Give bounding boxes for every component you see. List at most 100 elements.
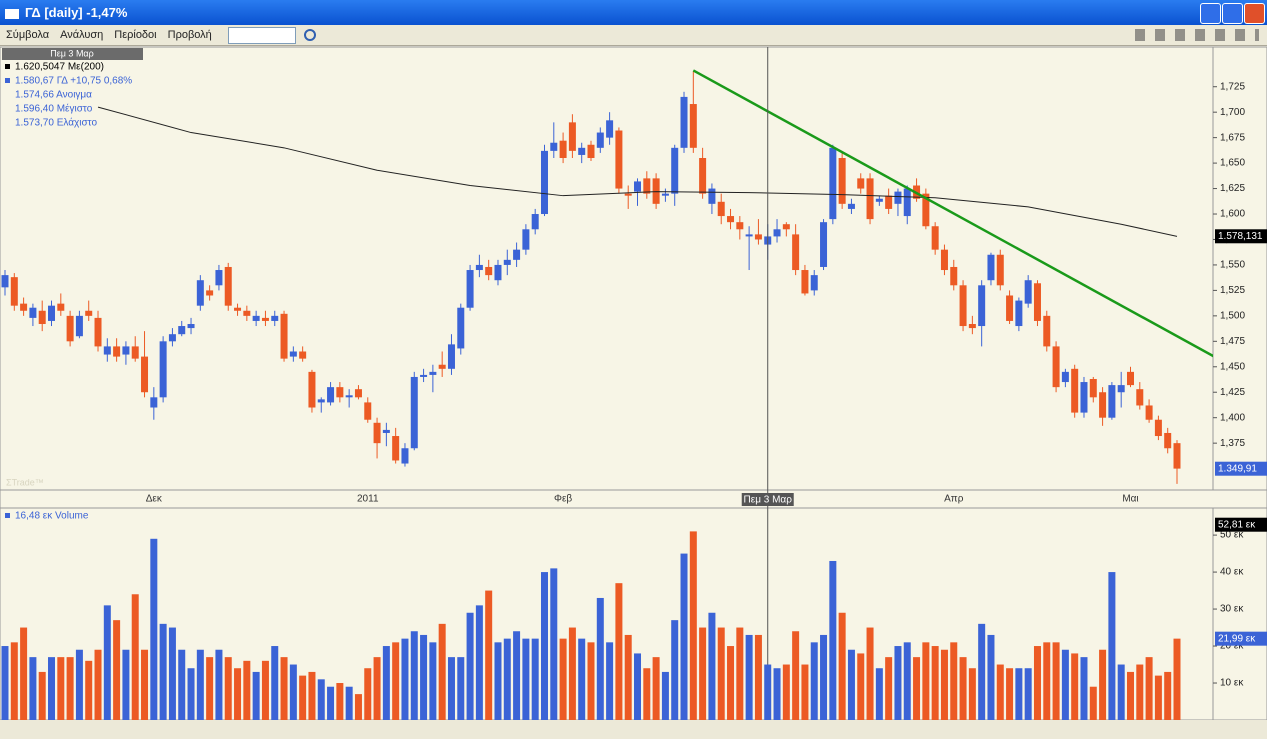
candle-body <box>773 229 781 237</box>
watermark: ΣTrade™ <box>6 477 44 487</box>
last-value-label: 1.578,131 <box>1218 231 1263 242</box>
volume-swatch <box>5 513 10 518</box>
volume-bar <box>1136 664 1144 720</box>
moving-average-line <box>97 106 1178 237</box>
candle-body <box>643 178 651 194</box>
volume-bar <box>1071 653 1079 720</box>
volume-bar <box>754 634 762 720</box>
volume-bar <box>596 597 604 720</box>
candle-body <box>150 397 158 408</box>
menu-bar: Σύμβολα Ανάλυση Περίοδοι Προβολή <box>0 25 1267 46</box>
volume-bar <box>522 638 530 720</box>
volume-bar <box>354 694 362 720</box>
candle-body <box>1052 346 1060 388</box>
volume-bar <box>950 642 958 720</box>
volume-bar <box>1173 638 1181 720</box>
minimize-button[interactable] <box>1200 3 1221 24</box>
menu-item[interactable]: Περίοδοι <box>114 29 157 41</box>
candle-body <box>1145 405 1153 420</box>
candle-body <box>57 303 65 311</box>
volume-bar <box>531 638 539 720</box>
candle-body <box>671 147 679 194</box>
volume-bar <box>689 531 697 720</box>
candle-body <box>513 249 521 260</box>
candle-body <box>522 229 530 250</box>
y-tick-label: 1,375 <box>1220 438 1245 449</box>
y-tick-label: 1,450 <box>1220 361 1245 372</box>
y-tick-label: 1,600 <box>1220 209 1245 220</box>
y-tick-label: 30 εκ <box>1220 604 1244 615</box>
volume-bar <box>224 657 232 720</box>
volume-bar <box>401 638 409 720</box>
candle-body <box>447 344 455 369</box>
last-value-box <box>1215 631 1267 646</box>
symbol-input[interactable] <box>228 27 296 44</box>
legend-swatch <box>5 78 10 83</box>
candle-body <box>559 140 567 159</box>
candle-body <box>131 346 139 359</box>
y-tick-label: 1,650 <box>1220 158 1245 169</box>
volume-bar <box>150 538 158 720</box>
candle-body <box>838 158 846 204</box>
window-title: ΓΔ [daily] -1,47% <box>25 5 128 20</box>
y-tick-label: 1,425 <box>1220 387 1245 398</box>
volume-bar <box>466 612 474 720</box>
volume-bar <box>717 627 725 720</box>
toolbar-icons[interactable] <box>1135 29 1259 41</box>
volume-bar <box>261 660 269 720</box>
search-button[interactable] <box>304 29 316 41</box>
volume-bar <box>168 627 176 720</box>
menu-item[interactable]: Σύμβολα <box>6 29 50 41</box>
y-tick-label: 1,550 <box>1220 260 1245 271</box>
volume-bar <box>847 649 855 720</box>
volume-bar <box>392 642 400 720</box>
volume-bar <box>568 627 576 720</box>
date-box <box>2 48 143 60</box>
y-tick-label: 1,675 <box>1220 132 1245 143</box>
y-tick-label: 50 εκ <box>1220 530 1244 541</box>
menu-item[interactable]: Προβολή <box>167 29 212 41</box>
candle-body <box>38 310 46 325</box>
volume-bar <box>457 657 465 720</box>
volume-bar <box>513 631 521 720</box>
volume-bar <box>10 642 18 720</box>
volume-bar <box>234 668 242 720</box>
volume-bar <box>606 642 614 720</box>
candle-body <box>606 120 614 138</box>
candle-body <box>113 346 121 357</box>
volume-title: 16,48 εκ Volume <box>15 511 89 522</box>
candle-body <box>485 266 493 276</box>
volume-bar <box>420 634 428 720</box>
cursor-label-box <box>741 493 794 506</box>
volume-bar <box>745 634 753 720</box>
candle-body <box>959 285 967 327</box>
maximize-button[interactable] <box>1222 3 1243 24</box>
volume-bar <box>792 631 800 720</box>
volume-bar <box>485 590 493 720</box>
candle-body <box>857 178 865 189</box>
last-value-label: 21,99 εκ <box>1218 633 1256 644</box>
close-button[interactable] <box>1244 3 1265 24</box>
volume-bar <box>75 649 83 720</box>
volume-bar <box>429 642 437 720</box>
candle-body <box>717 201 725 217</box>
candle-body <box>401 448 409 464</box>
volume-bar <box>708 612 716 720</box>
candle-body <box>875 198 883 202</box>
candle-body <box>494 264 502 281</box>
candle-body <box>829 147 837 220</box>
volume-bar <box>336 683 344 720</box>
volume-bar <box>968 668 976 720</box>
menu-item[interactable]: Ανάλυση <box>60 29 104 41</box>
volume-bar <box>885 657 893 720</box>
scroll-bar[interactable] <box>0 720 1267 739</box>
candle-body <box>271 315 279 321</box>
last-value-box <box>1215 461 1267 476</box>
candle-body <box>903 188 911 217</box>
volume-bar <box>1154 675 1162 720</box>
candle-body <box>810 275 818 291</box>
volume-bar <box>494 642 502 720</box>
volume-bar <box>931 646 939 720</box>
volume-bar <box>996 664 1004 720</box>
volume-bar <box>587 642 595 720</box>
